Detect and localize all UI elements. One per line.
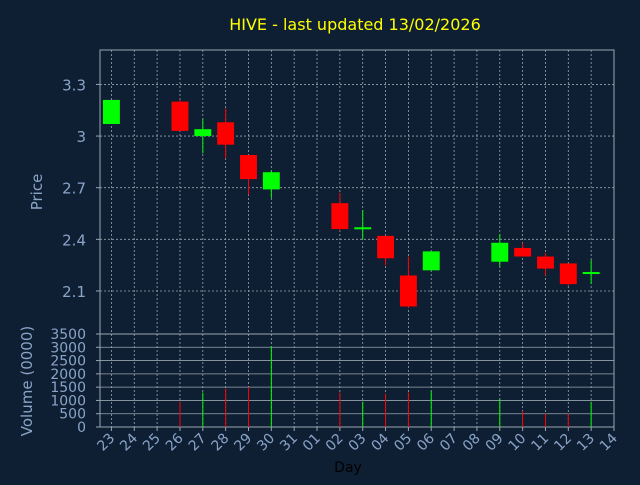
price-tick-label: 2.4 xyxy=(62,231,86,249)
volume-tick-label: 1500 xyxy=(50,380,86,396)
volume-tick-label: 3500 xyxy=(50,327,86,343)
volume-tick-label: 500 xyxy=(59,407,86,423)
x-tick-label: 01 xyxy=(300,431,324,455)
x-tick-label: 09 xyxy=(483,431,507,455)
candle-body xyxy=(377,235,395,259)
x-tick-label: 27 xyxy=(186,431,210,455)
x-tick-label: 30 xyxy=(254,431,278,455)
volume-tick-label: 1000 xyxy=(50,393,86,409)
x-tick-label: 25 xyxy=(140,431,164,455)
x-tick-label: 13 xyxy=(574,431,598,455)
candle-body xyxy=(559,263,577,285)
candle-body xyxy=(262,172,280,190)
x-tick-label: 29 xyxy=(231,431,255,455)
candle-body xyxy=(582,272,600,275)
x-tick-label: 23 xyxy=(94,431,118,455)
volume-tick-label: 3000 xyxy=(50,340,86,356)
volume-panel-frame xyxy=(99,333,615,428)
x-tick-label: 14 xyxy=(597,430,621,454)
price-tick-label: 2.7 xyxy=(62,180,86,198)
x-tick-label: 11 xyxy=(528,431,552,455)
price-tick-label: 2.1 xyxy=(62,283,86,301)
x-axis: 2324252627282930310102030405060708091011… xyxy=(94,427,621,454)
x-axis-label: Day xyxy=(334,460,362,476)
x-tick-label: 24 xyxy=(117,430,141,454)
candle-body xyxy=(491,242,509,262)
candle-body xyxy=(102,99,120,125)
candle-body xyxy=(171,101,189,131)
x-tick-label: 07 xyxy=(437,431,461,455)
candle-body xyxy=(194,129,212,137)
x-tick-label: 02 xyxy=(323,431,347,455)
candle-body xyxy=(399,275,417,307)
candle-body xyxy=(354,227,372,230)
x-tick-label: 06 xyxy=(414,430,438,454)
x-tick-label: 26 xyxy=(163,430,187,454)
price-panel: 2.1 2.4 2.7 3 3.3 xyxy=(62,49,615,335)
price-panel-frame xyxy=(99,49,615,335)
volume-tick-label: 2500 xyxy=(50,354,86,370)
x-tick-label: 10 xyxy=(506,431,530,455)
x-tick-label: 05 xyxy=(391,431,415,455)
x-tick-label: 03 xyxy=(346,431,370,455)
x-tick-label: 28 xyxy=(209,431,233,455)
x-tick-label: 12 xyxy=(551,431,575,455)
candle-body xyxy=(537,256,554,269)
x-tick-label: 04 xyxy=(368,430,392,454)
volume-axis-label: Volume (0000) xyxy=(18,326,36,436)
candle-body xyxy=(514,247,532,257)
chart-title: HIVE - last updated 13/02/2026 xyxy=(229,15,481,34)
x-tick-label: 31 xyxy=(277,431,301,455)
candle-body xyxy=(217,122,235,145)
price-axis-label: Price xyxy=(28,174,46,211)
volume-tick-label: 2000 xyxy=(50,367,86,383)
price-tick-label: 3.3 xyxy=(62,76,86,94)
price-tick-label: 3 xyxy=(76,128,86,146)
candle-body xyxy=(240,154,257,180)
candle-body xyxy=(331,203,349,230)
x-tick-label: 08 xyxy=(460,431,484,455)
volume-tick-label: 0 xyxy=(77,420,86,436)
candle-body xyxy=(422,251,440,271)
